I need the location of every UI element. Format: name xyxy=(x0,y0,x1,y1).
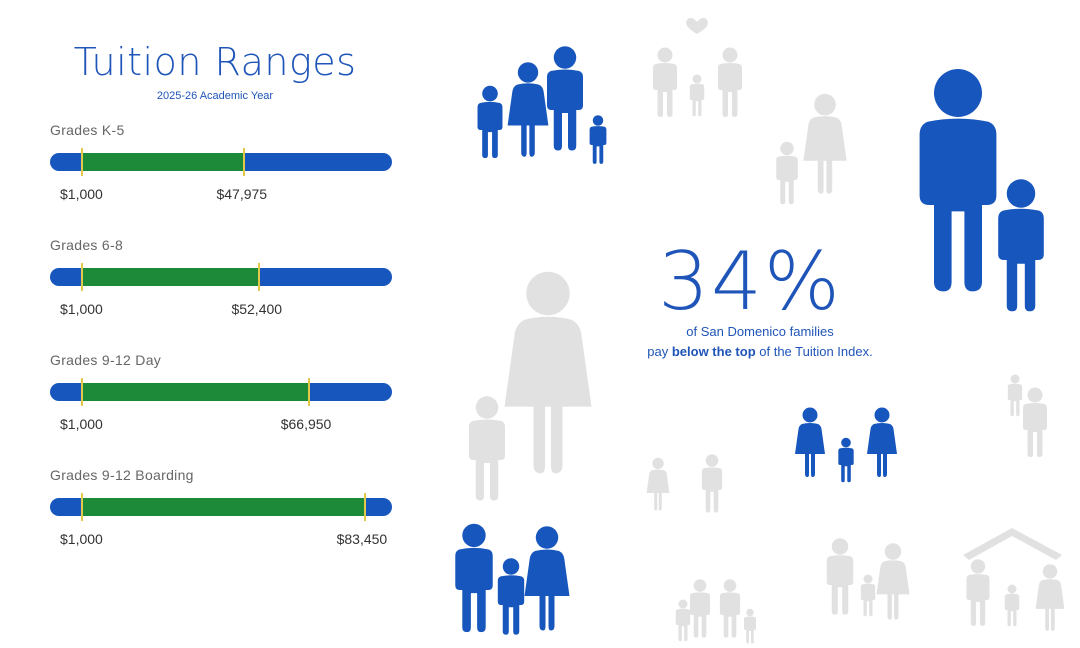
stat-caption-post: of the Tuition Index. xyxy=(755,344,873,359)
range-label: Grades K-5 xyxy=(50,122,125,138)
min-value: $1,000 xyxy=(60,531,103,547)
min-tick xyxy=(81,263,83,291)
gray-family-small xyxy=(646,454,723,513)
range-track xyxy=(50,383,392,401)
gray-family-parent-child xyxy=(776,93,847,205)
max-value: $52,400 xyxy=(231,301,283,317)
gray-family-house xyxy=(963,528,1065,631)
range-k5: Grades K-5 $1,000 $47,975 xyxy=(50,122,395,222)
range-track xyxy=(50,153,392,171)
range-label: Grades 6-8 xyxy=(50,237,124,253)
max-tick xyxy=(363,493,366,521)
max-tick xyxy=(258,263,261,291)
blue-family-bottom-left xyxy=(455,523,570,635)
page-title: Tuition Ranges xyxy=(73,40,357,84)
max-value: $66,950 xyxy=(280,416,332,432)
max-value: $83,450 xyxy=(336,531,388,547)
range-fill xyxy=(82,383,309,401)
min-tick xyxy=(81,493,83,521)
blue-family-center xyxy=(795,407,897,483)
gray-family-right xyxy=(1007,374,1047,457)
family-illustration xyxy=(455,17,1065,644)
max-value: $47,975 xyxy=(216,186,268,202)
range-9-12-day: Grades 9-12 Day $1,000 $66,950 xyxy=(50,352,395,452)
range-fill xyxy=(82,498,365,516)
min-value: $1,000 xyxy=(60,186,103,202)
min-value: $1,000 xyxy=(60,416,103,432)
min-tick xyxy=(81,378,83,406)
stat-caption: of San Domenico families pay below the t… xyxy=(610,322,910,362)
stat-caption-pre: pay xyxy=(647,344,672,359)
range-fill xyxy=(82,268,260,286)
range-9-12-boarding: Grades 9-12 Boarding $1,000 $83,450 xyxy=(50,467,395,567)
gray-family-bottom-1 xyxy=(826,538,910,620)
range-label: Grades 9-12 Boarding xyxy=(50,467,194,483)
stat-caption-bold: below the top xyxy=(671,344,756,359)
max-tick xyxy=(307,378,310,406)
blue-father-son xyxy=(919,69,1044,312)
range-label: Grades 9-12 Day xyxy=(50,352,162,368)
range-track xyxy=(50,268,392,286)
min-value: $1,000 xyxy=(60,301,103,317)
max-tick xyxy=(243,148,246,176)
min-tick xyxy=(81,148,83,176)
range-6-8: Grades 6-8 $1,000 $52,400 xyxy=(50,237,395,337)
stat-caption-line1: of San Domenico families xyxy=(686,324,834,339)
blue-family-top-left xyxy=(477,46,607,164)
stat-percent: 34% xyxy=(658,235,842,328)
range-track xyxy=(50,498,392,516)
gray-family-top xyxy=(653,17,742,117)
gray-family-large xyxy=(469,271,592,501)
gray-family-bottom-2 xyxy=(675,579,756,644)
stat-caption-line2: pay below the top of the Tuition Index. xyxy=(610,342,910,362)
page-subtitle: 2025-26 Academic Year xyxy=(156,90,274,102)
range-fill xyxy=(82,153,245,171)
